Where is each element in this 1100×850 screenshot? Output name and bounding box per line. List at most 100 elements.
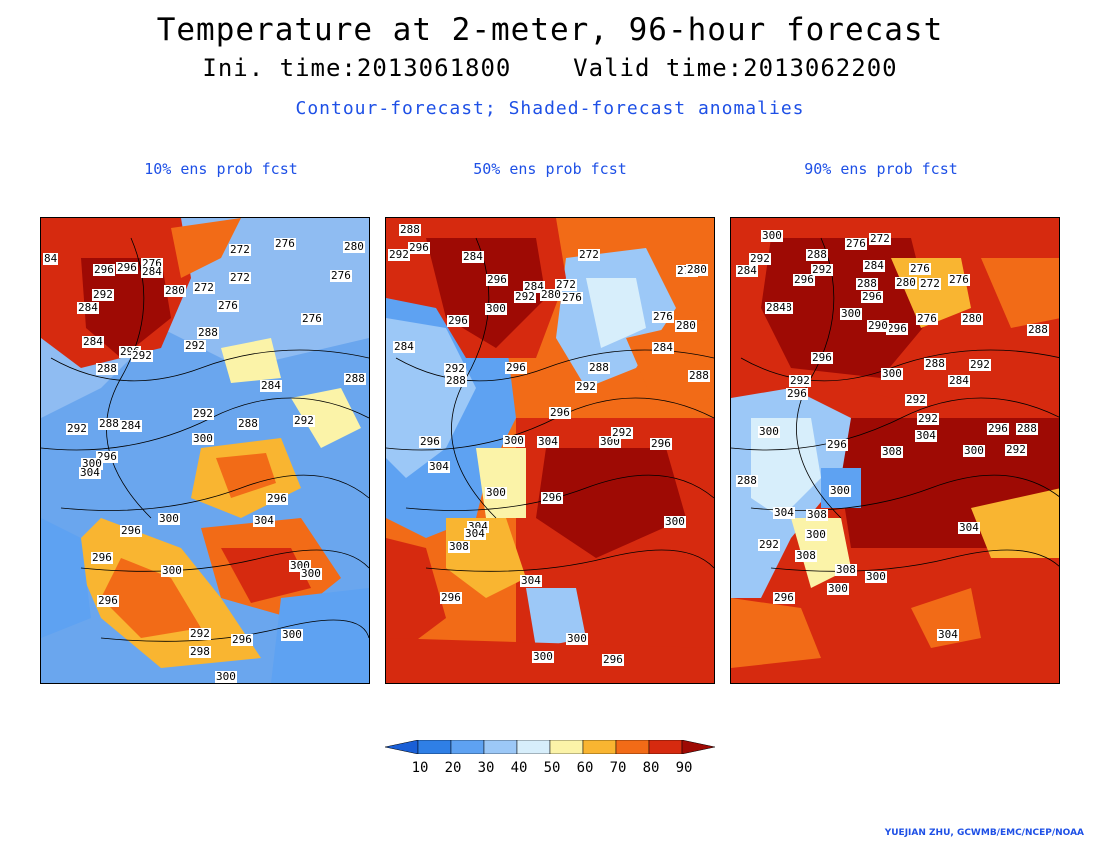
contour-label: 288 (1016, 422, 1038, 435)
contour-label: 292 (969, 358, 991, 371)
contour-label: 292 (789, 374, 811, 387)
contour-label: 280 (961, 312, 983, 325)
contour-label: 272 (578, 248, 600, 261)
contour-label: 280 (343, 240, 365, 253)
map-10pct-graphic (41, 218, 369, 683)
contour-label: 288 (1027, 323, 1049, 336)
main-title: Temperature at 2-meter, 96-hour forecast (156, 12, 944, 48)
contour-label: 304 (537, 435, 559, 448)
contour-label: 276 (561, 291, 583, 304)
contour-label: 300 (161, 564, 183, 577)
contour-label: 300 (158, 512, 180, 525)
contour-label: 292 (749, 252, 771, 265)
contour-label: 288 (688, 369, 710, 382)
contour-label: 292 (514, 290, 536, 303)
contour-label: 304 (958, 521, 980, 534)
contour-label: 272 (229, 243, 251, 256)
contour-label: 296 (440, 591, 462, 604)
colorbar-label: 60 (576, 760, 594, 776)
contour-label: 288 (344, 372, 366, 385)
contour-label: 276 (652, 310, 674, 323)
contour-label: 292 (811, 263, 833, 276)
contour-label: 276 (274, 237, 296, 250)
contour-label: 296 (786, 387, 808, 400)
contour-label: 304 (428, 460, 450, 473)
colorbar-box (549, 740, 584, 754)
contour-label: 288 (924, 357, 946, 370)
contour-label: 284 (141, 265, 163, 278)
panel-title-10: 10% ens prob fcst (144, 160, 298, 178)
contour-label: 284 (652, 341, 674, 354)
contour-label: 300 (300, 567, 322, 580)
contour-label: 288 (806, 248, 828, 261)
contour-label: 296 (486, 273, 508, 286)
contour-label: 284 (82, 335, 104, 348)
contour-label: 300 (215, 670, 237, 683)
colorbar-label: 40 (510, 760, 528, 776)
contour-label: 284 (77, 301, 99, 314)
contour-label: 272 (555, 278, 577, 291)
contour-label: 296 (861, 290, 883, 303)
contour-label: 292 (758, 538, 780, 551)
contour-label: 272 (869, 232, 891, 245)
contour-label: 304 (464, 527, 486, 540)
contour-label: 284 (462, 250, 484, 263)
contour-label: 300 (503, 434, 525, 447)
contour-label: 296 (793, 273, 815, 286)
contour-label: 296 (826, 438, 848, 451)
contour-label: 300 (865, 570, 887, 583)
contour-label: 288 (856, 277, 878, 290)
contour-label: 292 (388, 248, 410, 261)
contour-label: 276 (845, 237, 867, 250)
colorbar-label: 80 (642, 760, 660, 776)
colorbar-box (516, 740, 551, 754)
contour-label: 284 (260, 379, 282, 392)
contour-label: 308 (806, 508, 828, 521)
colorbar-box (450, 740, 485, 754)
contour-label: 292 (92, 288, 114, 301)
colorbar-label: 90 (675, 760, 693, 776)
panel-title-50: 50% ens prob fcst (473, 160, 627, 178)
contour-label: 276 (948, 273, 970, 286)
contour-label: 300 (829, 484, 851, 497)
contour-label: 284 (393, 340, 415, 353)
contour-label: 300 (761, 229, 783, 242)
contour-label: 288 (588, 361, 610, 374)
contour-label: 296 (93, 263, 115, 276)
contour-label: 296 (266, 492, 288, 505)
map-panel-10pct: 84 296 296 276 284 272 276 280 272 276 2… (40, 217, 370, 684)
colorbar-box (417, 740, 452, 754)
panel-title-90: 90% ens prob fcst (804, 160, 958, 178)
contour-label: 308 (448, 540, 470, 553)
colorbar-box (648, 740, 683, 754)
contour-label: 280 (164, 284, 186, 297)
contour-label: 300 (881, 367, 903, 380)
contour-label: 300 (664, 515, 686, 528)
contour-label: 284 (765, 301, 787, 314)
contour-label: 300 (758, 425, 780, 438)
contour-label: 296 (419, 435, 441, 448)
contour-label: 280 (686, 263, 708, 276)
colorbar-arrow-low (385, 740, 419, 754)
contour-label: 276 (301, 312, 323, 325)
contour-label: 296 (886, 322, 908, 335)
contour-label: 296 (97, 594, 119, 607)
colorbar-label: 70 (609, 760, 627, 776)
contour-label: 296 (91, 551, 113, 564)
contour-label: 292 (1005, 443, 1027, 456)
contour-label: 292 (444, 362, 466, 375)
contour-label: 300 (827, 582, 849, 595)
contour-label: 284 (948, 374, 970, 387)
contour-label: 272 (919, 277, 941, 290)
contour-label: 276 (916, 312, 938, 325)
contour-label: 300 (566, 632, 588, 645)
contour-label: 304 (773, 506, 795, 519)
contour-label: 288 (399, 223, 421, 236)
contour-label: 288 (197, 326, 219, 339)
contour-label: 308 (795, 549, 817, 562)
contour-label: 280 (895, 276, 917, 289)
contour-label: 308 (881, 445, 903, 458)
contour-label: 296 (408, 241, 430, 254)
contour-label: 292 (189, 627, 211, 640)
contour-label: 296 (602, 653, 624, 666)
